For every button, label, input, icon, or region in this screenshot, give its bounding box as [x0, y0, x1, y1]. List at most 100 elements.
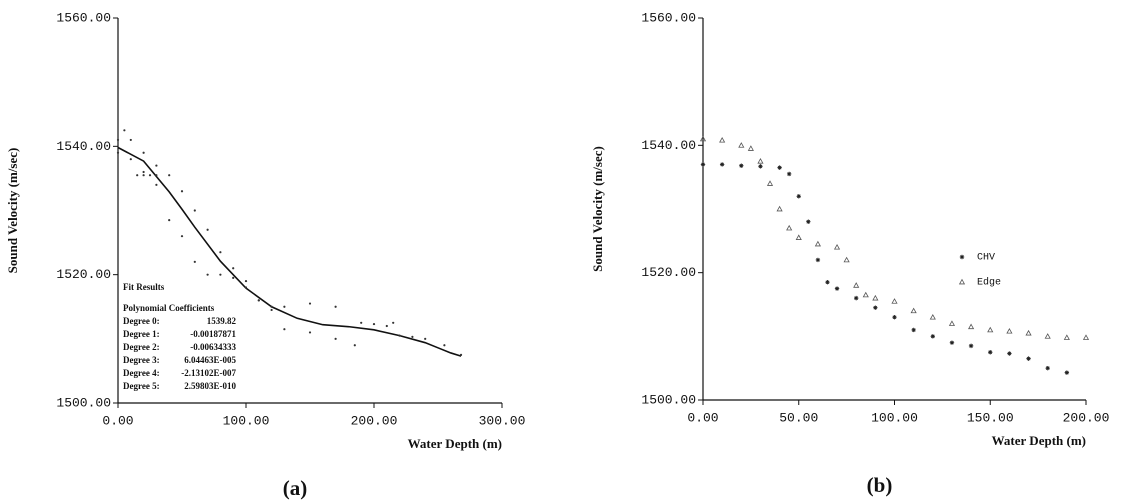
- asterisk-marker: [854, 295, 859, 301]
- x-tick-label: 150.00: [967, 410, 1014, 425]
- dot-marker: [206, 273, 209, 276]
- y-tick-label: 1540.00: [641, 138, 696, 153]
- dot-marker: [459, 353, 463, 356]
- triangle-marker: [843, 256, 850, 263]
- dot-marker: [411, 335, 414, 339]
- triangle-marker: [786, 224, 793, 231]
- triangle-marker: [958, 278, 966, 285]
- triangle-marker: [862, 291, 869, 298]
- dot-marker: [257, 299, 260, 302]
- y-tick-label: 1540.00: [56, 139, 111, 154]
- y-axis-title: Sound Velocity (m/sec): [5, 148, 20, 274]
- panel-caption: (a): [283, 476, 308, 500]
- dot-marker: [206, 228, 209, 231]
- y-tick-label: 1520.00: [641, 265, 696, 280]
- triangle-marker: [699, 135, 707, 142]
- triangle-marker: [738, 142, 745, 148]
- triangle-marker: [987, 326, 994, 333]
- dot-marker: [142, 170, 145, 174]
- asterisk-marker: [892, 315, 897, 320]
- dot-marker: [392, 321, 395, 324]
- x-axis-title: Water Depth (m): [992, 433, 1086, 448]
- dot-marker: [180, 190, 184, 193]
- asterisk-marker: [739, 163, 744, 168]
- dot-marker: [443, 344, 446, 347]
- legend-label: Edge: [977, 277, 1001, 289]
- annotation-subtitle: Polynomial Coefficients: [123, 303, 215, 313]
- y-tick-label: 1500.00: [56, 395, 111, 410]
- dot-marker: [180, 235, 184, 238]
- dot-marker: [244, 279, 248, 283]
- coefficient-value: -2.13102E-007: [181, 368, 236, 378]
- asterisk-marker: [873, 305, 878, 310]
- asterisk-marker: [806, 219, 811, 224]
- dot-marker: [244, 286, 248, 289]
- dot-marker: [219, 251, 222, 254]
- dot-marker: [232, 276, 235, 279]
- dot-marker: [424, 337, 427, 340]
- triangle-marker: [757, 158, 764, 164]
- dot-marker: [129, 158, 132, 161]
- triangle-marker: [833, 243, 841, 250]
- asterisk-marker: [700, 162, 706, 167]
- panel-caption: (b): [867, 473, 893, 497]
- triangle-marker: [929, 314, 936, 320]
- dot-marker: [308, 331, 312, 334]
- coefficient-value: 2.59803E-010: [184, 381, 236, 391]
- x-tick-label: 200.00: [1063, 410, 1110, 425]
- coefficient-value: 1539.82: [207, 316, 237, 326]
- annotation-title: Fit Results: [123, 282, 165, 292]
- dot-marker: [155, 174, 158, 177]
- coefficient-label: Degree 0:: [123, 316, 160, 326]
- triangle-marker: [719, 137, 726, 143]
- chart-panel: 1500.00 1520.00 1540.00 1560.00 0.00 50.00 100…: [590, 10, 1109, 496]
- triangle-marker: [853, 282, 860, 288]
- dot-marker: [193, 209, 196, 212]
- dot-marker: [398, 334, 401, 337]
- asterisk-marker: [1026, 356, 1031, 361]
- x-tick-label: 300.00: [479, 413, 526, 428]
- dot-marker: [270, 308, 273, 312]
- triangle-marker: [891, 298, 898, 304]
- dot-marker: [148, 174, 152, 177]
- x-tick-label: 0.00: [687, 410, 718, 425]
- y-tick-label: 1560.00: [56, 10, 111, 25]
- asterisk-marker: [758, 164, 763, 169]
- dot-marker: [155, 164, 158, 167]
- triangle-marker: [910, 307, 917, 314]
- triangle-marker: [1006, 328, 1013, 334]
- y-tick-label: 1520.00: [56, 267, 111, 282]
- dot-marker: [168, 174, 171, 177]
- dot-marker: [385, 324, 388, 328]
- triangle-marker: [1082, 334, 1090, 340]
- y-axis-title: Sound Velocity (m/sec): [590, 146, 605, 272]
- triangle-marker: [948, 320, 956, 326]
- x-axis-title: Water Depth (m): [408, 436, 502, 451]
- triangle-marker: [814, 240, 821, 247]
- dot-marker: [270, 305, 273, 308]
- x-tick-label: 50.00: [779, 410, 818, 425]
- coefficient-label: Degree 1:: [123, 329, 160, 339]
- coefficient-value: -0.00634333: [190, 342, 236, 352]
- asterisk-marker: [815, 257, 821, 263]
- asterisk-marker: [959, 254, 965, 260]
- dot-marker: [360, 321, 363, 324]
- dot-marker: [142, 151, 145, 154]
- dot-marker: [334, 305, 337, 308]
- x-tick-label: 100.00: [871, 410, 918, 425]
- triangle-marker: [1063, 334, 1070, 340]
- asterisk-marker: [1064, 370, 1070, 375]
- dot-marker: [155, 183, 158, 186]
- x-tick-label: 200.00: [351, 413, 398, 428]
- triangle-marker: [968, 323, 975, 330]
- coefficient-label: Degree 3:: [123, 355, 160, 365]
- coefficient-label: Degree 4:: [123, 368, 160, 378]
- asterisk-marker: [796, 194, 801, 199]
- asterisk-marker: [911, 327, 916, 333]
- asterisk-marker: [1045, 365, 1050, 371]
- asterisk-marker: [834, 286, 840, 291]
- dot-marker: [353, 344, 356, 347]
- legend-label: CHV: [977, 253, 995, 264]
- coefficient-label: Degree 2:: [123, 342, 160, 352]
- y-tick-label: 1500.00: [641, 392, 696, 407]
